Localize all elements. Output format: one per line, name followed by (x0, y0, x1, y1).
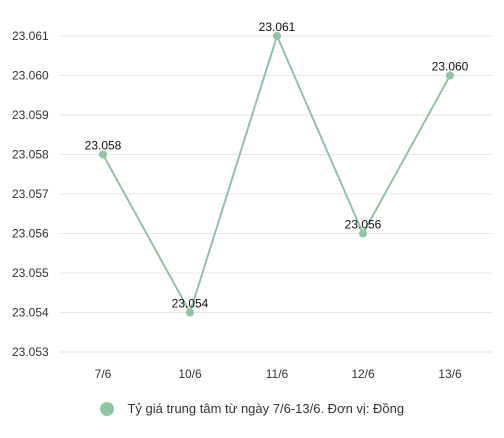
data-label: 23.060 (432, 60, 469, 74)
y-tick-label: 23.056 (12, 227, 49, 241)
y-tick-label: 23.054 (12, 306, 49, 320)
legend-swatch (99, 401, 114, 416)
series-line (102, 33, 451, 316)
data-point (446, 71, 454, 80)
y-tick-label: 23.053 (12, 345, 49, 359)
y-tick-label: 23.058 (12, 148, 49, 162)
data-point (273, 32, 281, 40)
line-chart: 23.05323.05423.05523.05623.05723.05823.0… (12, 20, 492, 381)
x-tick-label: 12/6 (351, 367, 375, 381)
data-points (99, 32, 454, 317)
data-label: 23.056 (345, 218, 382, 232)
x-tick-label: 10/6 (178, 367, 202, 381)
x-tick-label: 13/6 (438, 367, 462, 381)
data-label: 23.061 (259, 20, 296, 34)
series-line-layer (102, 33, 451, 316)
y-tick-label: 23.061 (12, 29, 49, 43)
y-tick-label: 23.059 (12, 108, 49, 122)
legend-label: Tỷ giá trung tâm từ ngày 7/6-13/6. Đơn v… (127, 401, 405, 417)
y-axis-ticks: 23.053 23.054 23.055 23.056 23.057 23.058 23.0… (12, 29, 49, 359)
data-point (186, 308, 194, 317)
legend: Tỷ giá trung tâm từ ngày 7/6-13/6. Đơn v… (0, 400, 504, 416)
x-axis-ticks: 7/6 10/6 11/6 12/6 13/6 (95, 367, 462, 381)
data-point (359, 229, 367, 238)
x-tick-label: 11/6 (266, 367, 289, 381)
data-labels: 23.058 23.054 23.061 23.056 23.060 (85, 20, 469, 311)
x-tick-label: 7/6 (95, 367, 112, 381)
data-label: 23.058 (85, 139, 122, 153)
data-label: 23.054 (172, 297, 209, 311)
y-tick-label: 23.057 (12, 187, 49, 201)
data-point (99, 150, 107, 159)
y-tick-label: 23.055 (12, 266, 49, 280)
y-tick-label: 23.060 (12, 69, 49, 83)
